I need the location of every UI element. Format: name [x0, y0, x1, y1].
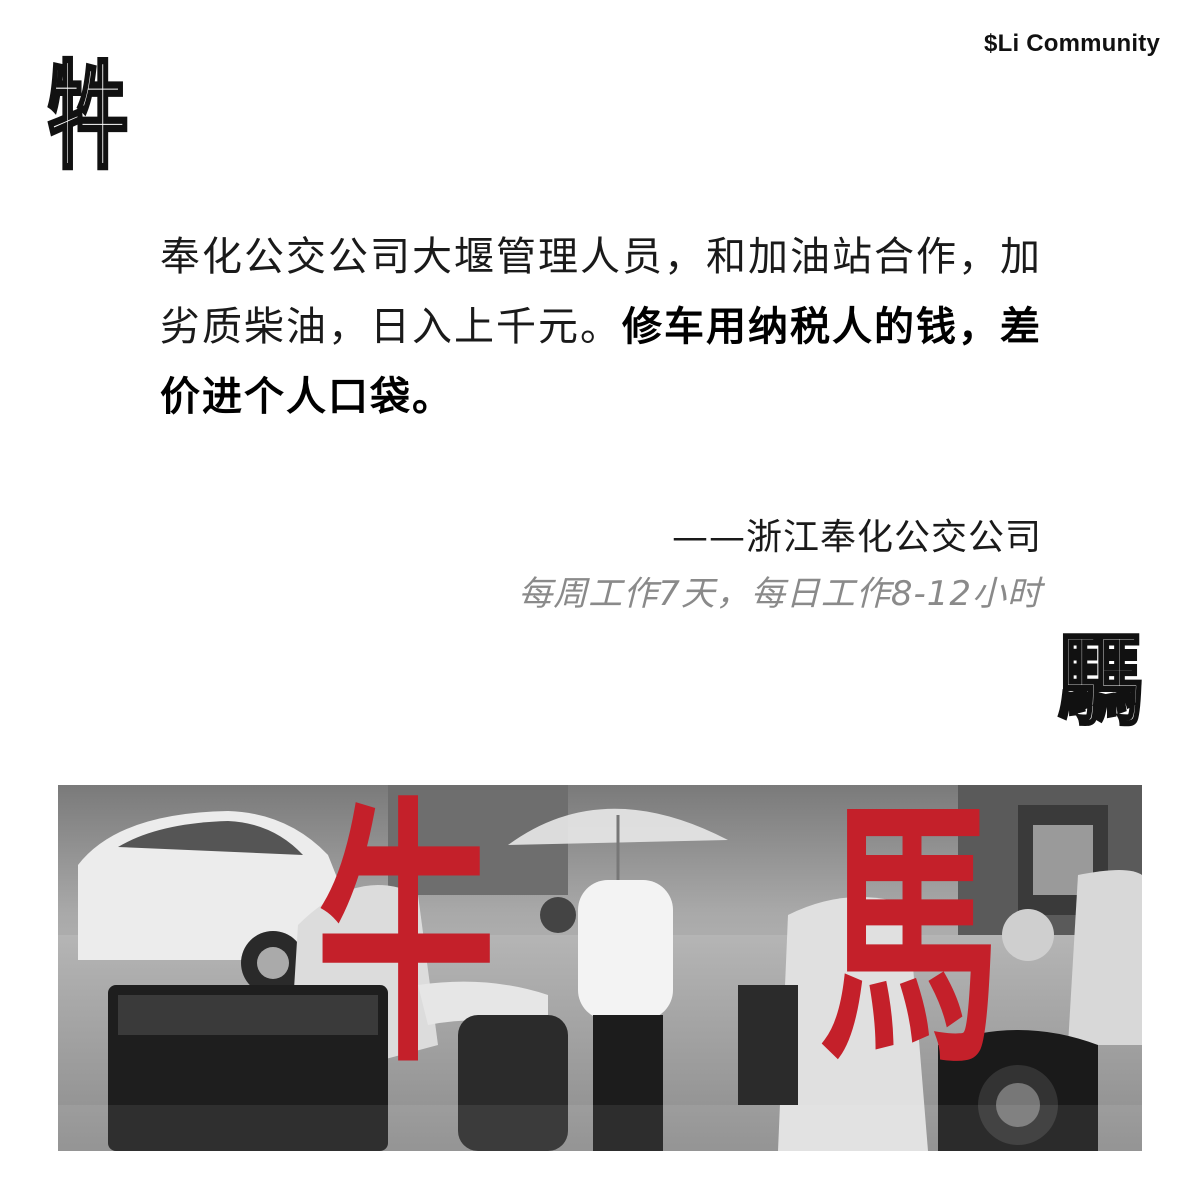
decorative-top-char: 牪 [47, 49, 130, 185]
quote-text: 奉化公交公司大堰管理人员，和加油站合作，加劣质柴油，日入上千元。修车用纳税人的钱… [160, 222, 1050, 432]
quote-regular: 奉化公交公司大堰管理人员，和加油站合作，加劣质柴油，日入上千元。 [160, 234, 1042, 350]
red-ox-char: 牛 [316, 785, 497, 1101]
street-photo: 牛 馬 [58, 785, 1142, 1151]
street-scene-illustration [58, 785, 1142, 1151]
decorative-bottom-char: 騳 [1057, 623, 1146, 739]
working-hours: 每周工作7天，每日工作8-12小时 [518, 574, 1042, 614]
quote-bold: 修车用纳税人的钱，差价进个人口袋。 [160, 304, 1042, 420]
red-horse-char: 馬 [820, 785, 1001, 1101]
brand-label: $Li Community [984, 30, 1160, 57]
attribution: ——浙江奉化公交公司 [671, 517, 1042, 558]
